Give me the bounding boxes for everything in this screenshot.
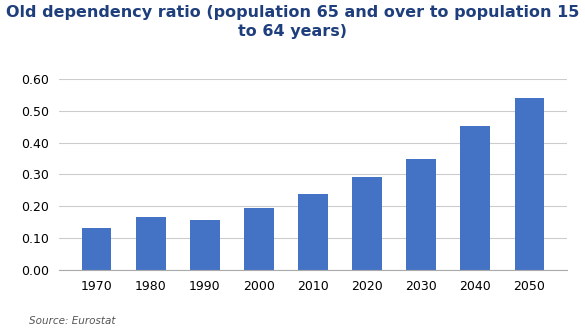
- Bar: [352, 177, 382, 270]
- Bar: [244, 208, 274, 270]
- Bar: [298, 194, 328, 270]
- Text: Source: Eurostat: Source: Eurostat: [29, 316, 116, 326]
- Bar: [515, 98, 544, 270]
- Bar: [82, 228, 111, 270]
- Bar: [460, 126, 490, 270]
- Bar: [136, 217, 166, 270]
- Bar: [190, 220, 219, 270]
- Bar: [407, 160, 436, 270]
- Text: Old dependency ratio (population 65 and over to population 15
to 64 years): Old dependency ratio (population 65 and …: [6, 5, 579, 39]
